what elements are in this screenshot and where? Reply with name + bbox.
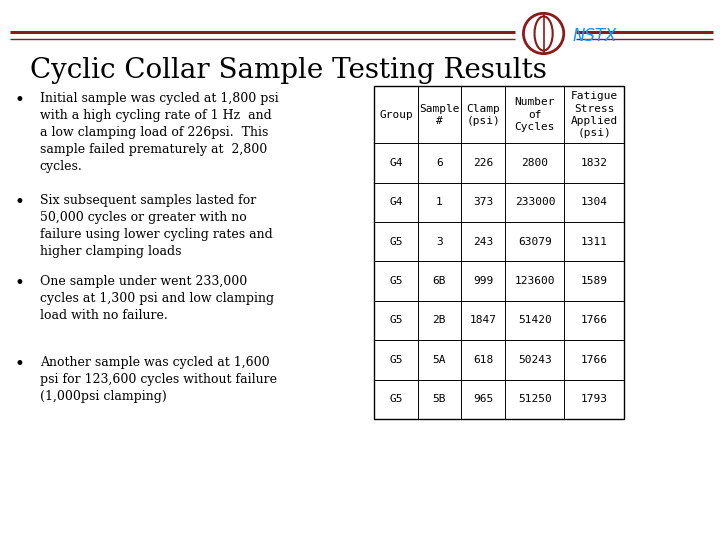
Text: G5: G5 (390, 237, 402, 247)
Text: 1: 1 (436, 197, 443, 207)
Text: 1832: 1832 (580, 158, 608, 168)
Bar (374, 86, 624, 419)
Text: 6: 6 (436, 158, 443, 168)
Text: G4: G4 (390, 197, 402, 207)
Text: 999: 999 (473, 276, 493, 286)
Text: 51250: 51250 (518, 394, 552, 404)
Text: 5B: 5B (433, 394, 446, 404)
Text: Another sample was cycled at 1,600
psi for 123,600 cycles without failure
(1,000: Another sample was cycled at 1,600 psi f… (40, 356, 276, 403)
Text: 373: 373 (473, 197, 493, 207)
Text: 1793: 1793 (580, 394, 608, 404)
Text: NSTX: NSTX (572, 26, 617, 45)
Text: G4: G4 (390, 158, 402, 168)
Text: •: • (14, 275, 24, 292)
Text: 50243: 50243 (518, 355, 552, 365)
Text: 6B: 6B (433, 276, 446, 286)
Text: 5A: 5A (433, 355, 446, 365)
Text: •: • (14, 92, 24, 109)
Text: G5: G5 (390, 315, 402, 326)
Text: 63079: 63079 (518, 237, 552, 247)
Text: G5: G5 (390, 355, 402, 365)
Text: 1847: 1847 (469, 315, 497, 326)
Text: 123600: 123600 (515, 276, 555, 286)
Text: •: • (14, 356, 24, 373)
Text: 3: 3 (436, 237, 443, 247)
Text: 51420: 51420 (518, 315, 552, 326)
Text: 2B: 2B (433, 315, 446, 326)
Text: Number
of
Cycles: Number of Cycles (515, 97, 555, 132)
Text: Group: Group (379, 110, 413, 120)
Text: 233000: 233000 (515, 197, 555, 207)
Text: Fatigue
Stress
Applied
(psi): Fatigue Stress Applied (psi) (570, 91, 618, 138)
Text: 1766: 1766 (580, 355, 608, 365)
Text: G5: G5 (390, 394, 402, 404)
Text: 965: 965 (473, 394, 493, 404)
Text: 2800: 2800 (521, 158, 549, 168)
Text: •: • (14, 194, 24, 211)
Text: 243: 243 (473, 237, 493, 247)
Text: Sample
#: Sample # (419, 104, 459, 126)
Text: 1311: 1311 (580, 237, 608, 247)
Text: 618: 618 (473, 355, 493, 365)
Text: 1589: 1589 (580, 276, 608, 286)
Text: 1304: 1304 (580, 197, 608, 207)
Text: 1766: 1766 (580, 315, 608, 326)
Text: Six subsequent samples lasted for
50,000 cycles or greater with no
failure using: Six subsequent samples lasted for 50,000… (40, 194, 272, 259)
Text: Clamp
(psi): Clamp (psi) (467, 104, 500, 126)
Text: 226: 226 (473, 158, 493, 168)
Text: Cyclic Collar Sample Testing Results: Cyclic Collar Sample Testing Results (30, 57, 547, 84)
Text: G5: G5 (390, 276, 402, 286)
Text: One sample under went 233,000
cycles at 1,300 psi and low clamping
load with no : One sample under went 233,000 cycles at … (40, 275, 274, 322)
Text: Initial sample was cycled at 1,800 psi
with a high cycling rate of 1 Hz  and
a l: Initial sample was cycled at 1,800 psi w… (40, 92, 279, 173)
